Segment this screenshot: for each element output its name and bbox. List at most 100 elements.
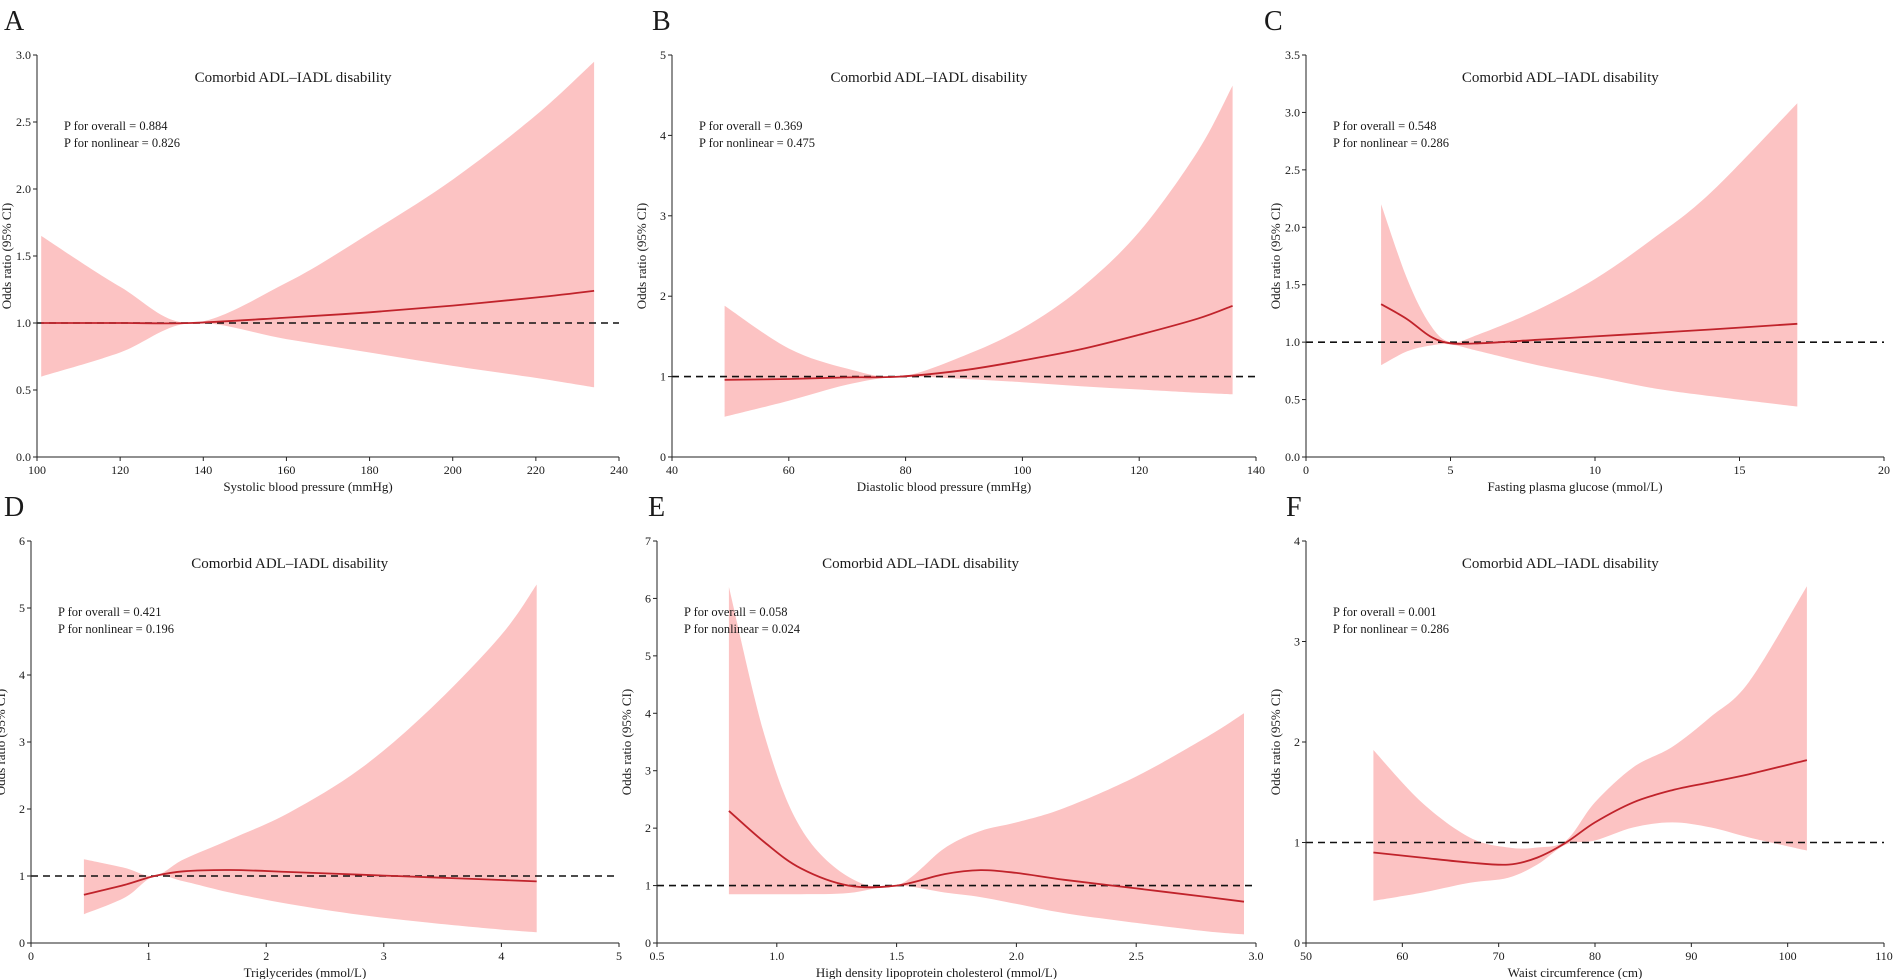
panel-a-x-tick-label: 120	[111, 463, 129, 477]
panel-f-y-tick-label: 4	[1294, 534, 1300, 548]
panel-b-x-axis-label: Diastolic blood pressure (mmHg)	[857, 479, 1031, 494]
panel-e-label: E	[648, 492, 665, 523]
panel-c-annotation: P for overall = 0.548	[1333, 119, 1436, 133]
panel-c-x-tick-label: 10	[1589, 463, 1601, 477]
panel-e-y-axis-label: Odds ratio (95% CI)	[619, 689, 634, 796]
panel-f-x-tick-label: 90	[1685, 949, 1697, 963]
panel-e-y-tick-label: 5	[645, 649, 651, 663]
panel-b: 0 1 2 3 4 5 40 60 80 100 120 140 Diastolic blood pre…	[634, 6, 1265, 494]
panel-d-title: Comorbid ADL–IADL disability	[191, 556, 388, 572]
panel-b-y-tick-label: 1	[660, 370, 666, 384]
panel-b-y-tick-label: 5	[660, 48, 666, 62]
panel-c-y-tick-label: 1.5	[1285, 278, 1300, 292]
panel-d-y-tick-label: 4	[19, 668, 25, 682]
panel-f-odds-ratio-line	[1373, 759, 1808, 866]
panel-e-x-tick-label: 1.5	[889, 949, 904, 963]
panel-a-y-tick-label: 0.5	[16, 383, 31, 397]
panel-d-y-tick-label: 5	[19, 601, 25, 615]
panel-e-y-tick-label: 4	[645, 706, 651, 720]
panel-c-title: Comorbid ADL–IADL disability	[1462, 70, 1659, 86]
panel-e-title: Comorbid ADL–IADL disability	[822, 556, 1019, 572]
panel-d-x-axis-label: Triglycerides (mmol/L)	[244, 965, 367, 979]
panel-b-title: Comorbid ADL–IADL disability	[830, 70, 1027, 86]
panel-d-odds-ratio-line	[83, 869, 537, 896]
panel-e-x-tick-label: 1.0	[769, 949, 784, 963]
panel-b-y-tick-label: 4	[660, 128, 666, 142]
panel-c-y-tick-label: 2.5	[1285, 163, 1300, 177]
panel-f-x-axis-label: Waist circumference (cm)	[1508, 965, 1643, 979]
panel-f-x-tick-label: 50	[1300, 949, 1312, 963]
panel-c-x-tick-label: 5	[1448, 463, 1454, 477]
panel-f-x-tick-label: 80	[1589, 949, 1601, 963]
panel-d-annotation: P for nonlinear = 0.196	[58, 622, 174, 636]
panel-a-y-tick-label: 2.0	[16, 182, 31, 196]
panel-e-y-tick-label: 2	[645, 821, 651, 835]
panel-a-x-tick-label: 220	[527, 463, 545, 477]
panel-c: 0.0 0.5 1.0 1.5 2.0 2.5 3.0 3.5 0 5 10 15 20 Fasting …	[1264, 6, 1890, 494]
panel-c-x-tick-label: 0	[1303, 463, 1309, 477]
panel-b-y-axis-label: Odds ratio (95% CI)	[634, 203, 649, 310]
panel-a-y-tick-label: 2.5	[16, 115, 31, 129]
panel-f-ci-band	[1373, 586, 1807, 901]
panel-e-y-tick-label: 3	[645, 764, 651, 778]
panel-c-y-tick-label: 0.5	[1285, 393, 1300, 407]
panel-d-label: D	[4, 492, 24, 523]
panel-a-x-tick-label: 200	[444, 463, 462, 477]
panel-d-y-axis-label: Odds ratio (95% CI)	[0, 689, 8, 796]
panel-c-y-tick-label: 1.0	[1285, 335, 1300, 349]
panel-a-x-tick-label: 100	[28, 463, 46, 477]
panel-c-y-tick-label: 0.0	[1285, 450, 1300, 464]
panel-c-x-tick-label: 20	[1878, 463, 1890, 477]
panel-e-y-tick-label: 1	[645, 879, 651, 893]
panel-e-y-tick-label: 7	[645, 534, 651, 548]
panel-b-annotation: P for overall = 0.369	[699, 119, 802, 133]
panel-b-x-tick-label: 60	[783, 463, 795, 477]
panel-d-x-tick-label: 4	[498, 949, 504, 963]
panel-e-ci-band	[728, 586, 1244, 935]
panel-e-annotation: P for nonlinear = 0.024	[684, 622, 801, 636]
panel-d-y-tick-label: 3	[19, 735, 25, 749]
panel-f-y-tick-label: 0	[1294, 936, 1300, 950]
panel-d-x-tick-label: 2	[263, 949, 269, 963]
panel-c-x-axis-label: Fasting plasma glucose (mmol/L)	[1487, 479, 1662, 494]
panel-a-x-tick-label: 240	[610, 463, 628, 477]
panel-c-y-tick-label: 3.0	[1285, 105, 1300, 119]
panel-b-ci-band	[724, 85, 1233, 417]
panel-e: 0 1 2 3 4 5 6 7 0.5 1.0 1.5 2.0 2.5 3.0 High density l…	[619, 492, 1264, 979]
panel-d-annotation: P for overall = 0.421	[58, 605, 161, 619]
panel-b-x-tick-label: 120	[1130, 463, 1148, 477]
panel-d-x-tick-label: 0	[28, 949, 34, 963]
panel-b-x-tick-label: 140	[1247, 463, 1265, 477]
panel-f-label: F	[1286, 492, 1302, 523]
panel-f-y-tick-label: 3	[1294, 635, 1300, 649]
panel-e-y-tick-label: 0	[645, 936, 651, 950]
panel-a-y-tick-label: 1.5	[16, 249, 31, 263]
panel-f: 0 1 2 3 4 50 60 70 80 90 100 110 Waist circumference…	[1268, 492, 1893, 979]
panel-a-title: Comorbid ADL–IADL disability	[195, 70, 392, 86]
panel-e-x-tick-label: 0.5	[650, 949, 665, 963]
panel-d-y-tick-label: 1	[19, 869, 25, 883]
panel-e-x-axis-label: High density lipoprotein cholesterol (mm…	[816, 965, 1057, 979]
panel-a-annotation: P for nonlinear = 0.826	[64, 136, 180, 150]
panel-f-x-tick-label: 70	[1493, 949, 1505, 963]
panel-a-y-tick-label: 3.0	[16, 48, 31, 62]
panel-d-y-tick-label: 6	[19, 534, 25, 548]
panel-b-odds-ratio-line	[724, 304, 1233, 381]
panel-d-x-tick-label: 5	[616, 949, 622, 963]
panel-a-y-tick-label: 0.0	[16, 450, 31, 464]
panel-b-y-tick-label: 0	[660, 450, 666, 464]
panel-c-label: C	[1264, 6, 1283, 37]
panel-c-x-tick-label: 15	[1734, 463, 1746, 477]
panel-a-annotation: P for overall = 0.884	[64, 119, 168, 133]
panel-f-x-tick-label: 100	[1779, 949, 1797, 963]
panel-b-y-tick-label: 3	[660, 209, 666, 223]
panel-a-y-axis-label: Odds ratio (95% CI)	[0, 203, 14, 310]
panel-c-annotation: P for nonlinear = 0.286	[1333, 136, 1449, 150]
panel-a-odds-ratio-line	[41, 289, 595, 325]
panel-a-x-tick-label: 180	[361, 463, 379, 477]
panel-b-x-tick-label: 100	[1013, 463, 1031, 477]
panel-d-y-tick-label: 0	[19, 936, 25, 950]
panel-e-x-tick-label: 2.5	[1129, 949, 1144, 963]
panel-a: 0.0 0.5 1.0 1.5 2.0 2.5 3.0 100 120 140 160 180 200 2…	[0, 6, 628, 494]
